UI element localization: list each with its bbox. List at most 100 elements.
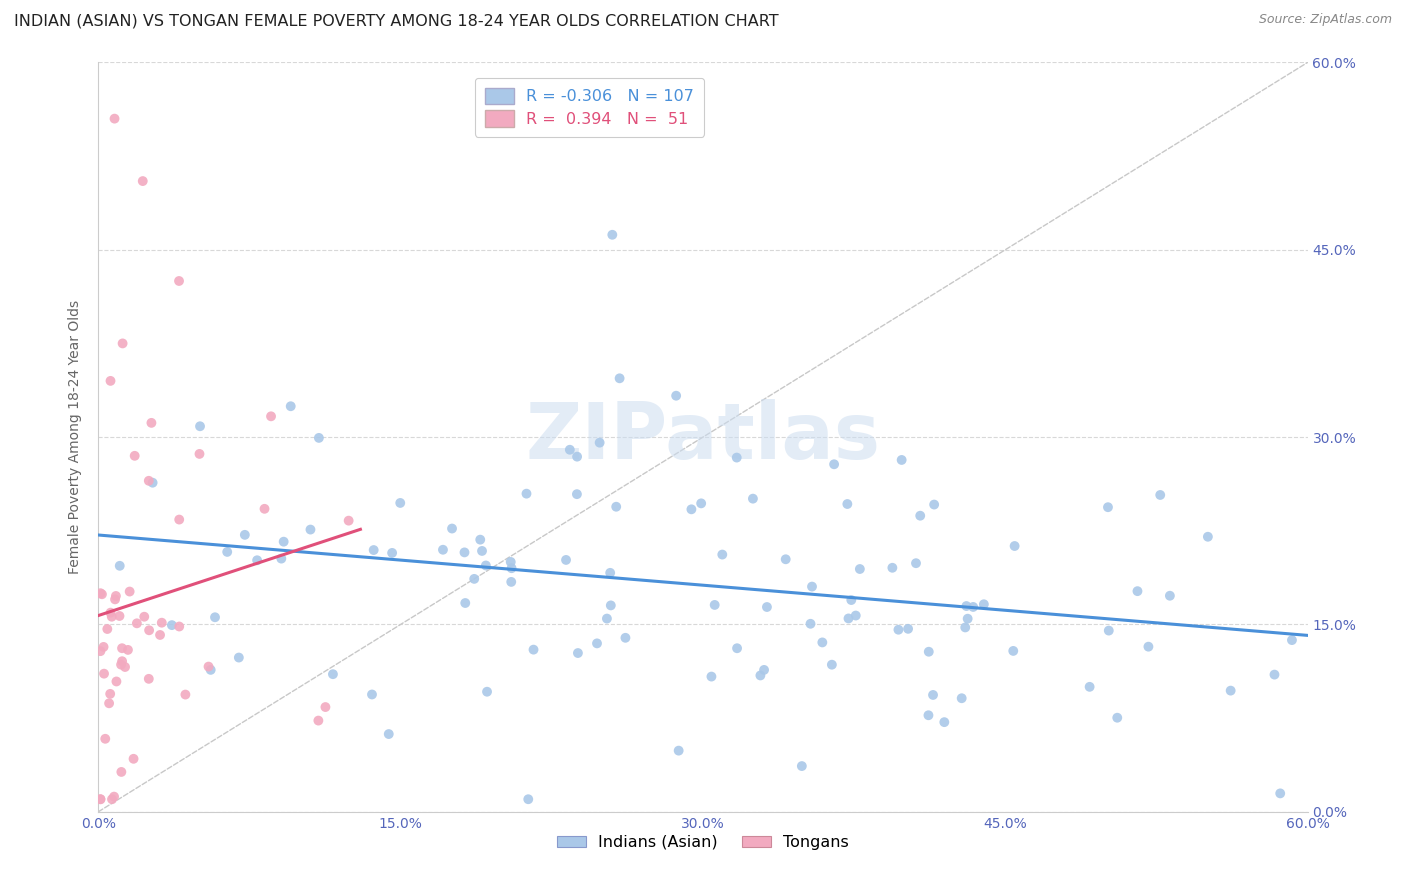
Point xyxy=(110,764,132,779)
Point xyxy=(839,593,862,607)
Y-axis label: Female Poverty Among 18-24 Year Olds: Female Poverty Among 18-24 Year Olds xyxy=(69,300,83,574)
Point xyxy=(98,696,121,710)
Point xyxy=(91,587,114,601)
Point xyxy=(703,598,725,612)
Point xyxy=(110,657,132,672)
Point xyxy=(567,646,589,660)
Point xyxy=(1098,624,1121,638)
Point xyxy=(1219,683,1241,698)
Point xyxy=(389,496,412,510)
Point xyxy=(100,606,122,620)
Point xyxy=(602,227,624,242)
Point xyxy=(138,624,160,638)
Point xyxy=(98,687,121,701)
Point xyxy=(897,622,920,636)
Point xyxy=(605,500,627,514)
Point xyxy=(499,555,522,569)
Point xyxy=(950,691,973,706)
Point xyxy=(973,597,995,611)
Point xyxy=(475,558,498,573)
Point xyxy=(160,618,183,632)
Point xyxy=(665,389,688,403)
Point xyxy=(917,708,939,723)
Point xyxy=(1149,488,1171,502)
Point xyxy=(134,609,156,624)
Point xyxy=(363,543,385,558)
Point xyxy=(228,650,250,665)
Point xyxy=(934,715,956,730)
Point xyxy=(104,592,127,607)
Point xyxy=(711,548,734,562)
Point xyxy=(908,508,931,523)
Point xyxy=(1281,633,1303,648)
Point xyxy=(308,431,330,445)
Point xyxy=(337,514,360,528)
Point xyxy=(89,586,111,600)
Point xyxy=(197,659,219,673)
Point xyxy=(565,487,588,501)
Point xyxy=(823,457,845,471)
Point xyxy=(122,752,145,766)
Point xyxy=(103,112,125,126)
Point xyxy=(138,672,160,686)
Point xyxy=(690,496,713,510)
Point xyxy=(955,620,977,634)
Point xyxy=(124,449,146,463)
Point xyxy=(150,615,173,630)
Point xyxy=(922,688,945,702)
Point xyxy=(138,474,160,488)
Point xyxy=(260,409,283,424)
Point xyxy=(962,599,984,614)
Point xyxy=(1263,667,1285,681)
Point xyxy=(599,599,621,613)
Point xyxy=(955,599,977,613)
Point xyxy=(204,610,226,624)
Point xyxy=(614,631,637,645)
Point xyxy=(273,534,295,549)
Point xyxy=(314,700,336,714)
Point xyxy=(108,609,131,624)
Point xyxy=(246,553,269,567)
Point xyxy=(118,584,141,599)
Point xyxy=(775,552,797,566)
Point xyxy=(111,654,134,668)
Point xyxy=(89,792,111,806)
Point xyxy=(453,545,475,559)
Point xyxy=(188,447,211,461)
Point xyxy=(1002,644,1025,658)
Point xyxy=(322,667,344,681)
Point xyxy=(141,416,163,430)
Point xyxy=(845,608,868,623)
Point xyxy=(89,792,111,806)
Point xyxy=(1004,539,1026,553)
Point xyxy=(668,744,690,758)
Point xyxy=(517,792,540,806)
Point xyxy=(1097,500,1119,515)
Point xyxy=(882,561,904,575)
Point xyxy=(755,600,778,615)
Point xyxy=(801,580,824,594)
Point xyxy=(837,611,859,625)
Point xyxy=(93,666,115,681)
Point xyxy=(111,336,134,351)
Point xyxy=(441,522,464,536)
Point xyxy=(1159,589,1181,603)
Point xyxy=(470,533,492,547)
Point xyxy=(167,619,190,633)
Point xyxy=(253,501,276,516)
Point xyxy=(463,572,485,586)
Point xyxy=(890,453,912,467)
Point xyxy=(377,727,399,741)
Point xyxy=(752,663,775,677)
Point xyxy=(149,628,172,642)
Point xyxy=(918,645,941,659)
Point xyxy=(681,502,703,516)
Point xyxy=(837,497,859,511)
Point xyxy=(100,374,122,388)
Point xyxy=(200,663,222,677)
Point xyxy=(280,399,302,413)
Text: Source: ZipAtlas.com: Source: ZipAtlas.com xyxy=(1258,13,1392,27)
Point xyxy=(725,450,748,465)
Point xyxy=(132,174,155,188)
Point xyxy=(111,641,134,656)
